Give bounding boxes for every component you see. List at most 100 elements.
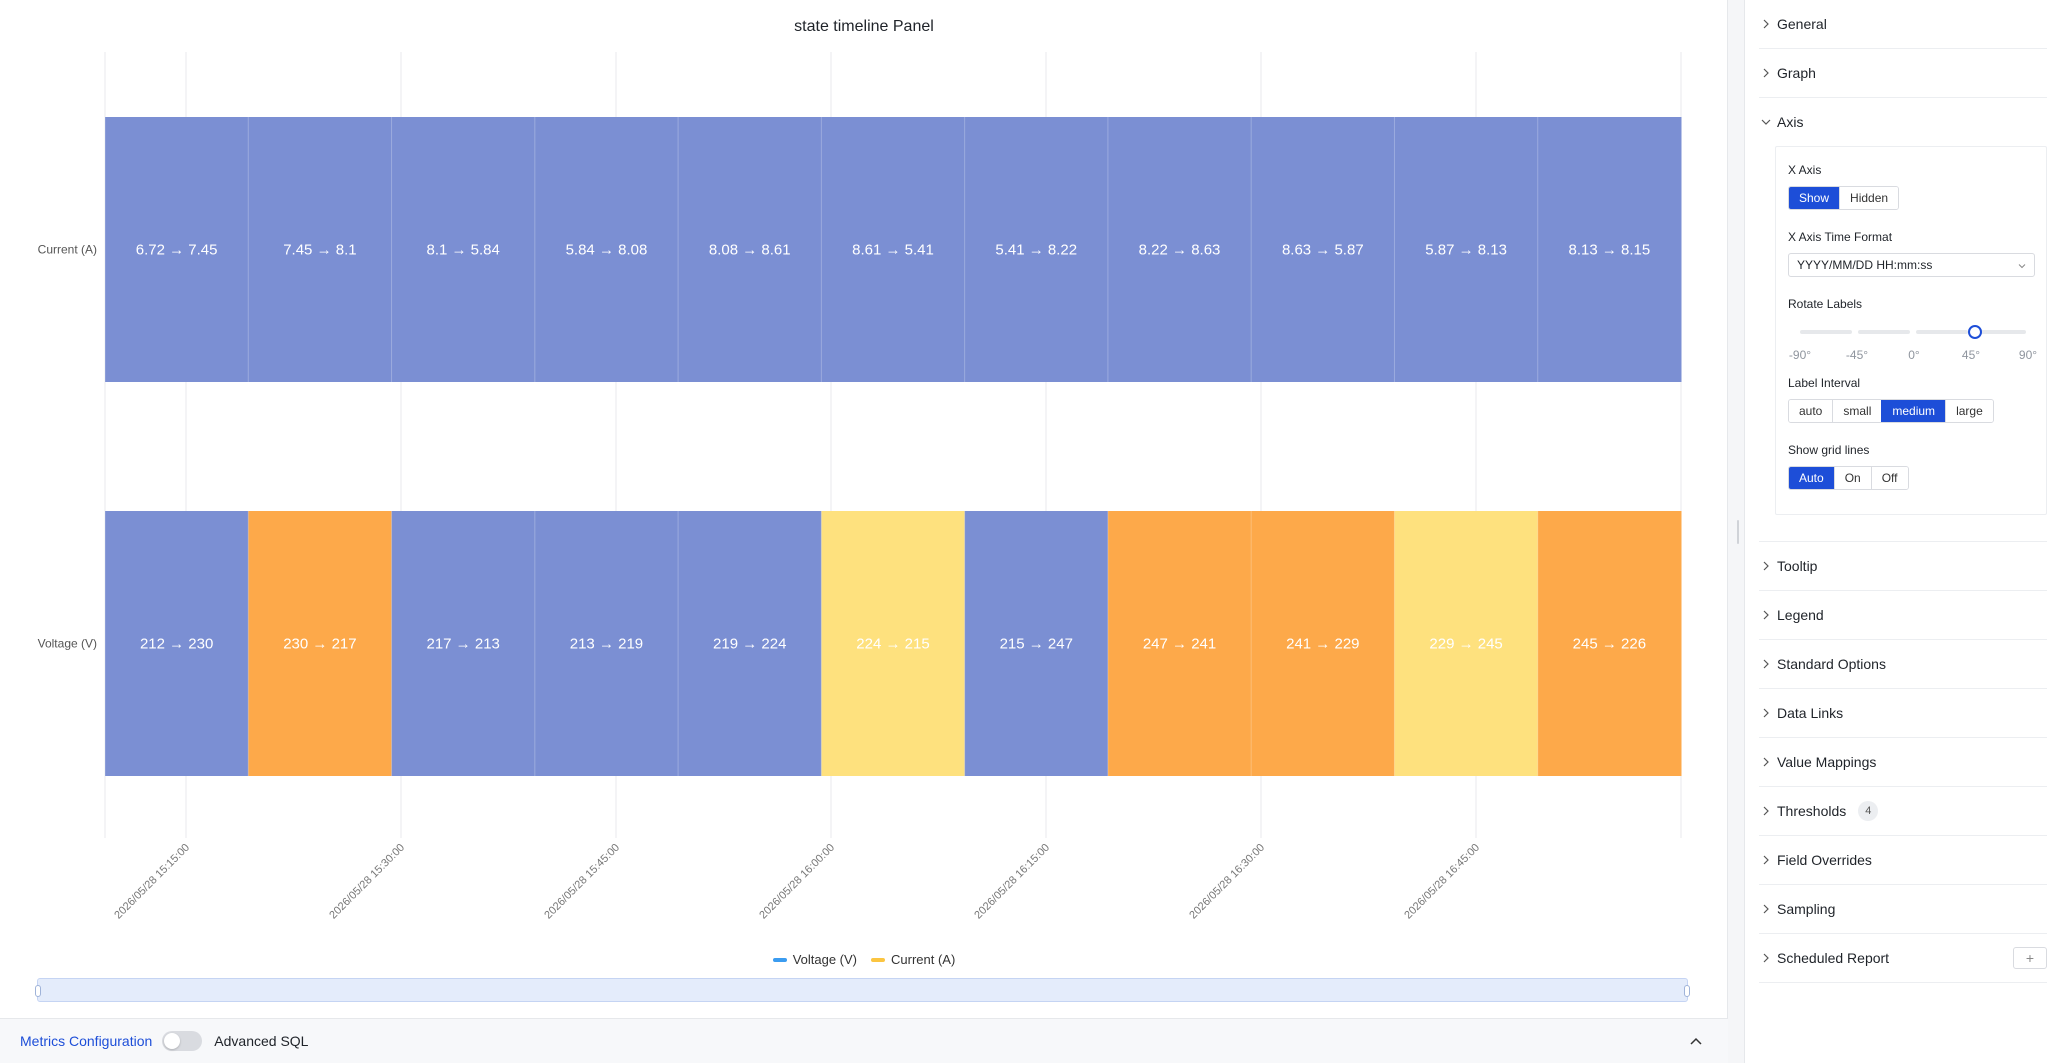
segment-label: 8.1 → 5.84 (426, 242, 499, 259)
segment-label: 6.72 → 7.45 (136, 242, 218, 259)
label-interval-option-large[interactable]: large (1945, 400, 1993, 422)
chevron-right-icon (1763, 561, 1769, 571)
grid-lines-option-on[interactable]: On (1833, 467, 1871, 489)
rotate-labels-label: Rotate Labels (1788, 297, 1863, 311)
state-segment[interactable] (821, 511, 966, 776)
section-data-links: Data Links (1759, 689, 2047, 738)
x-tick-label: 2026/05/28 15:30:00 (327, 842, 407, 922)
state-timeline-chart[interactable]: Current (A) 6.72 → 7.45 7.45 → 8.1 8.1 → 5.… (0, 0, 1728, 960)
toggle-knob (164, 1033, 181, 1049)
label-interval-option-auto[interactable]: auto (1789, 400, 1833, 422)
x-axis-option-show[interactable]: Show (1789, 187, 1840, 209)
segment-label: 8.08 → 8.61 (709, 242, 791, 259)
segment-label: 8.13 → 8.15 (1568, 242, 1650, 259)
section-data-links-header[interactable]: Data Links (1759, 689, 2047, 737)
legend-item[interactable]: Current (A) (871, 952, 955, 967)
label-interval-option-medium[interactable]: medium (1881, 400, 1946, 422)
state-segment[interactable] (964, 511, 1109, 776)
state-segment[interactable] (678, 117, 822, 382)
section-scheduled-report-header[interactable]: Scheduled Report + (1759, 934, 2047, 982)
rotate-mark: 90° (2018, 348, 2038, 362)
section-scheduled-report: Scheduled Report + (1759, 934, 2047, 983)
state-segment[interactable] (534, 511, 679, 776)
section-axis-header[interactable]: Axis (1759, 98, 2047, 146)
state-segment[interactable] (248, 511, 393, 776)
thresholds-count-badge: 4 (1858, 801, 1879, 821)
advanced-sql-toggle[interactable] (162, 1031, 203, 1051)
state-segment[interactable] (105, 117, 249, 382)
state-segment[interactable] (1107, 117, 1252, 382)
grid-lines-option-auto[interactable]: Auto (1789, 467, 1834, 489)
rotate-labels-slider[interactable]: -90° -45° 0° 45° 90° (1789, 320, 2040, 366)
section-value-mappings: Value Mappings (1759, 738, 2047, 787)
segment-label: 5.84 → 8.08 (566, 242, 648, 259)
zoom-slider-right-handle[interactable] (1684, 985, 1690, 997)
state-segment[interactable] (1251, 117, 1395, 382)
section-scheduled-report-label: Scheduled Report (1777, 950, 1890, 966)
section-standard-options: Standard Options (1759, 640, 2047, 689)
time-format-select[interactable]: YYYY/MM/DD HH:mm:ss (1788, 253, 2035, 277)
segment-label: 224 → 215 (856, 636, 929, 653)
state-segment[interactable] (391, 511, 536, 776)
x-tick-label: 2026/05/28 15:15:00 (112, 842, 192, 922)
chevron-right-icon (1763, 19, 1769, 29)
panel-title: state timeline Panel (794, 18, 934, 35)
section-field-overrides: Field Overrides (1759, 836, 2047, 885)
section-legend-header[interactable]: Legend (1759, 591, 2047, 639)
chevron-up-icon[interactable] (1688, 1033, 1704, 1049)
state-segment[interactable] (964, 117, 1109, 382)
state-segment[interactable] (678, 511, 822, 776)
rotate-slider-handle[interactable] (1968, 325, 1982, 339)
zoom-slider-left-handle[interactable] (35, 985, 41, 997)
segment-label: 5.41 → 8.22 (995, 242, 1077, 259)
segment-label: 247 → 241 (1143, 636, 1216, 653)
legend-item[interactable]: Voltage (V) (772, 952, 858, 967)
segment-label: 230 → 217 (283, 636, 356, 653)
add-scheduled-report-button[interactable]: + (2013, 947, 2047, 969)
x-tick-label: 2026/05/28 16:15:00 (972, 842, 1052, 922)
section-axis-label: Axis (1777, 114, 1804, 130)
grid-lines-option-off[interactable]: Off (1870, 467, 1908, 489)
x-tick-label: 2026/05/28 16:45:00 (1402, 842, 1482, 922)
row-label: Current (A) (38, 243, 97, 257)
section-thresholds-header[interactable]: Thresholds 4 (1759, 787, 2047, 835)
state-segment[interactable] (1537, 117, 1682, 382)
state-segment[interactable] (105, 511, 249, 776)
state-segment[interactable] (1251, 511, 1395, 776)
segment-label: 7.45 → 8.1 (283, 242, 356, 259)
state-segment[interactable] (821, 117, 966, 382)
segment-label: 219 → 224 (713, 636, 786, 653)
chevron-right-icon (1763, 610, 1769, 620)
section-general-label: General (1777, 16, 1827, 32)
section-field-overrides-header[interactable]: Field Overrides (1759, 836, 2047, 884)
section-tooltip-header[interactable]: Tooltip (1759, 542, 2047, 590)
state-segment[interactable] (534, 117, 679, 382)
section-general-header[interactable]: General (1759, 0, 2047, 48)
legend-label: Voltage (V) (792, 952, 858, 967)
segment-label: 8.61 → 5.41 (852, 242, 934, 259)
state-segment[interactable] (1394, 511, 1539, 776)
state-segment[interactable] (391, 117, 536, 382)
chevron-right-icon (1763, 904, 1769, 914)
panel-resize-handle[interactable] (1737, 520, 1739, 544)
section-data-links-label: Data Links (1777, 705, 1844, 721)
legend-label: Current (A) (891, 952, 956, 967)
segment-label: 213 → 219 (570, 636, 643, 653)
segment-label: 217 → 213 (426, 636, 499, 653)
state-segment[interactable] (1537, 511, 1682, 776)
metrics-configuration-tab[interactable]: Metrics Configuration (20, 1033, 153, 1049)
zoom-slider[interactable] (35, 978, 1690, 1002)
section-graph-label: Graph (1777, 65, 1816, 81)
section-value-mappings-header[interactable]: Value Mappings (1759, 738, 2047, 786)
section-standard-options-header[interactable]: Standard Options (1759, 640, 2047, 688)
segment-label: 241 → 229 (1286, 636, 1359, 653)
section-sampling-header[interactable]: Sampling (1759, 885, 2047, 933)
chart-panel: state timeline Panel Current (A) 6.72 → 7… (0, 0, 1728, 1063)
section-graph-header[interactable]: Graph (1759, 49, 2047, 97)
state-segment[interactable] (1394, 117, 1539, 382)
state-segment[interactable] (1107, 511, 1252, 776)
label-interval-option-small[interactable]: small (1832, 400, 1882, 422)
state-segment[interactable] (248, 117, 393, 382)
slider-track-segment (1858, 330, 1910, 334)
x-axis-option-hidden[interactable]: Hidden (1839, 187, 1899, 209)
